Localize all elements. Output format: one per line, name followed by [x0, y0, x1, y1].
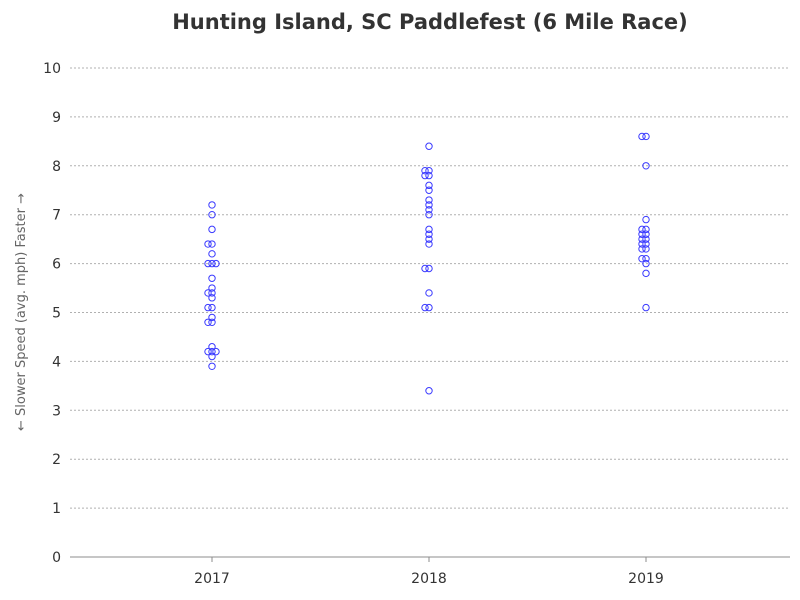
data-point [425, 206, 433, 214]
data-point [421, 303, 429, 312]
x-tick-label: 2019 [628, 571, 664, 587]
data-point [208, 362, 216, 370]
data-points [204, 132, 650, 395]
y-tick-label: 6 [52, 257, 61, 273]
data-point [425, 186, 433, 194]
y-tick-label: 9 [52, 110, 61, 126]
data-point [425, 211, 433, 219]
data-point [642, 235, 650, 243]
gridlines [70, 67, 790, 509]
data-point [638, 255, 646, 263]
data-point [425, 289, 433, 297]
data-point [204, 289, 212, 297]
axes [70, 556, 790, 562]
data-point [638, 240, 646, 248]
data-point [642, 240, 650, 248]
data-point [208, 352, 216, 361]
data-point [208, 274, 216, 282]
data-point [642, 162, 650, 170]
data-point [425, 196, 433, 204]
data-point [421, 264, 429, 273]
data-point [638, 132, 646, 141]
data-point [208, 211, 216, 219]
chart-title: Hunting Island, SC Paddlefest (6 Mile Ra… [172, 10, 688, 34]
data-point [642, 230, 650, 238]
data-point [642, 269, 650, 278]
y-tick-label: 4 [52, 354, 61, 370]
y-tick-label: 7 [52, 208, 61, 224]
x-tick-labels: 2017 2018 2019 [194, 571, 664, 587]
data-point [208, 347, 216, 356]
data-point [208, 240, 216, 248]
data-point [425, 240, 433, 248]
data-point [638, 225, 646, 234]
data-point [204, 240, 212, 248]
y-axis-label: ← Slower Speed (avg. mph) Faster → [14, 193, 29, 431]
data-point [212, 347, 220, 356]
x-tick-label: 2017 [194, 571, 230, 587]
y-tick-label: 5 [52, 306, 61, 322]
data-point [425, 264, 433, 273]
data-point [425, 225, 433, 234]
y-tick-label: 1 [52, 501, 61, 517]
data-point [642, 245, 650, 253]
y-tick-label: 10 [43, 61, 61, 77]
data-point [638, 235, 646, 243]
data-point [208, 343, 216, 351]
data-point [425, 142, 433, 150]
data-point [204, 303, 212, 312]
data-point [208, 318, 216, 326]
data-point [425, 166, 433, 175]
data-point [208, 250, 216, 258]
data-point [208, 225, 216, 234]
data-point [642, 259, 650, 268]
data-point [204, 259, 212, 268]
data-point [425, 303, 433, 312]
data-point [425, 171, 433, 180]
data-point [638, 230, 646, 238]
data-point [642, 303, 650, 312]
data-point [208, 284, 216, 292]
data-point [642, 215, 650, 224]
y-tick-label: 2 [52, 452, 61, 468]
data-point [208, 259, 216, 268]
data-point [425, 387, 433, 395]
data-point [208, 313, 216, 322]
data-point [421, 171, 429, 180]
data-point [642, 225, 650, 234]
data-point [425, 181, 433, 190]
data-point [208, 289, 216, 297]
y-tick-label: 8 [52, 159, 61, 175]
data-point [204, 318, 212, 326]
y-tick-label: 0 [52, 550, 61, 566]
data-point [208, 294, 216, 302]
x-tick-label: 2018 [411, 571, 447, 587]
data-point [425, 235, 433, 243]
data-point [425, 201, 433, 209]
data-point [642, 255, 650, 263]
data-point [642, 132, 650, 141]
data-point [208, 201, 216, 209]
data-point [421, 166, 429, 175]
y-tick-label: 3 [52, 403, 61, 419]
data-point [208, 303, 216, 312]
y-tick-labels: 0 1 2 3 4 5 6 7 8 9 10 [43, 61, 61, 566]
data-point [204, 347, 212, 356]
data-point [638, 245, 646, 253]
data-point [425, 230, 433, 238]
data-point [212, 259, 220, 268]
